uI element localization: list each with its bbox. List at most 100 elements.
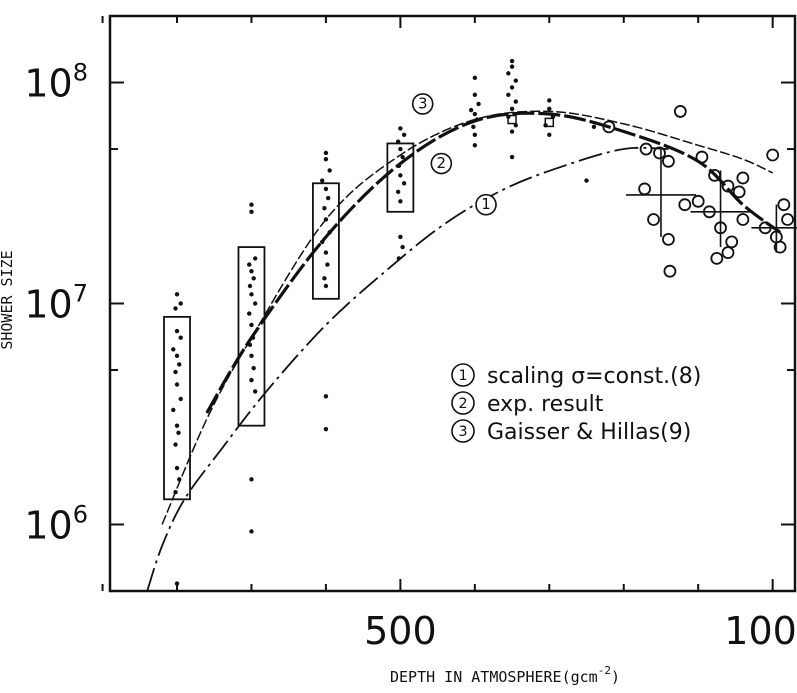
data-dot [174,382,180,387]
open-circle-point [691,194,705,208]
data-dot [249,209,254,214]
open-circle-point [662,154,675,168]
open-circle-point [721,246,735,259]
data-dot [509,58,515,64]
x-axis-label: DEPTH IN ATMOSPHERE(gcm-2) [390,664,620,686]
data-dot [395,189,401,195]
open-circle-point [602,120,616,134]
data-dot [400,244,405,250]
data-box [312,182,340,300]
circled-number-1: 1 [475,193,497,216]
open-circle-point [673,105,687,118]
marker-circle [451,363,475,387]
y-tick-base: 10 [24,62,72,106]
data-dot [591,124,597,130]
data-dot [171,407,176,413]
open-circle-point [638,182,651,196]
data-dot [400,154,405,160]
open-circle-point [710,251,724,265]
data-dot [472,111,478,117]
data-dot [173,489,178,495]
data-dot [322,205,327,211]
data-dot [509,154,515,160]
data-dot [472,132,478,137]
open-circle-point [647,213,660,226]
x-axis-label-exponent: -2 [598,664,611,677]
data-dot [247,311,252,316]
data-dot [401,181,407,186]
open-circle-point [721,179,735,193]
data-dot [249,322,254,328]
curve-markers: 3 2 1 [411,93,497,216]
circled-number-3: 3 [411,93,434,115]
open-circle-point [732,185,746,199]
open-circle-point [773,240,787,254]
data-dot [509,106,515,112]
legend-label: exp. result [487,392,604,417]
y-tick-label: 108 [24,59,88,106]
data-dot [173,306,178,311]
data-dot [396,256,402,261]
data-dot [398,199,403,204]
data-dot [513,99,518,104]
marker-circle [430,152,453,175]
data-dot [323,283,329,289]
data-dot [472,92,478,97]
data-dot [323,426,329,432]
legend-label: Gaisser & Hillas(9) [487,420,691,445]
data-dot [396,163,402,168]
x-tick-label: 1000 [724,609,797,653]
data-dot [173,369,178,375]
data-dot [249,202,254,207]
data-dot [323,394,329,399]
data-dot [474,117,480,122]
data-dot [249,477,254,482]
data-dot [178,335,183,340]
data-box [237,246,266,427]
data-dot [247,283,253,289]
data-dot [476,101,481,107]
data-dot [547,98,552,103]
data-dot [247,262,252,267]
data-dot [323,186,329,192]
data-dot [251,276,256,281]
data-dot [171,347,176,352]
data-boxes [163,142,415,501]
data-dot [506,92,511,97]
marker-circle [411,93,434,115]
legend-label: scaling σ=const.(8) [487,364,701,389]
data-dot [398,234,403,240]
data-dot [249,529,254,534]
data-dot [323,156,329,162]
open-circle-point [725,235,739,249]
x-axis-label-text: DEPTH IN ATMOSPHERE [390,668,562,686]
marker-number: 3 [418,94,428,112]
curve-2 [205,111,782,414]
data-dot [327,230,332,235]
data-dot [320,239,325,245]
data-dot [323,250,329,255]
data-dot [325,195,331,201]
marker-number: 3 [458,424,467,440]
data-dot [177,362,182,367]
data-dot [472,143,478,148]
data-dot [547,106,552,112]
data-dot [249,292,254,297]
data-points [171,58,797,586]
data-dot [174,292,180,297]
y-tick-label: 107 [24,280,88,327]
y-tick-exponent: 7 [73,280,88,308]
data-dot [247,342,253,348]
marker-number: 1 [481,195,491,213]
y-axis-label: SHOWER SIZE [0,250,16,349]
data-dot [173,442,178,447]
plot-frame [108,14,797,593]
circled-number-2: 2 [430,152,453,175]
data-dot [250,335,256,340]
data-dot [174,353,180,358]
y-tick-base: 10 [24,503,72,547]
data-dot [584,178,589,183]
data-dot [395,139,401,144]
circled-number-3: 3 [451,419,475,443]
